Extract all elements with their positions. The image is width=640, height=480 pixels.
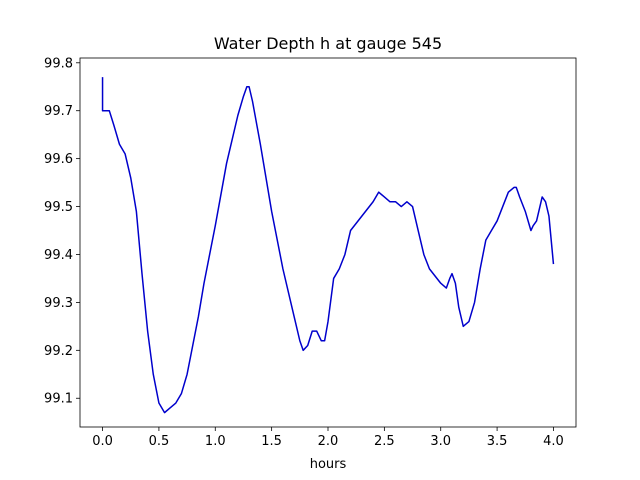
y-tick-label: 99.1: [44, 392, 73, 407]
chart-title: Water Depth h at gauge 545: [214, 34, 442, 53]
x-tick-label: 0.0: [92, 434, 113, 449]
plot-area: [79, 57, 577, 428]
x-tick-label: 3.0: [430, 434, 451, 449]
plot-frame: [79, 57, 577, 428]
x-tick-label: 1.5: [261, 434, 282, 449]
x-tick-label: 3.5: [487, 434, 508, 449]
x-axis: 0.0 0.5 1.0 1.5 2.0 2.5 3.0 3.5 4.0: [92, 427, 564, 449]
y-tick-label: 99.5: [44, 200, 73, 215]
y-tick-label: 99.3: [44, 296, 73, 311]
y-tick-label: 99.4: [44, 248, 73, 263]
y-tick-label: 99.8: [44, 56, 73, 71]
x-tick-label: 2.0: [318, 434, 339, 449]
x-tick-label: 2.5: [374, 434, 395, 449]
x-axis-label: hours: [310, 457, 347, 472]
x-tick-label: 4.0: [543, 434, 564, 449]
x-tick-label: 1.0: [205, 434, 226, 449]
y-tick-label: 99.7: [44, 104, 73, 119]
y-tick-label: 99.6: [44, 152, 73, 167]
y-tick-label: 99.2: [44, 344, 73, 359]
series-line-1: [101, 77, 555, 414]
x-tick-label: 0.5: [149, 434, 170, 449]
y-axis: 99.1 99.2 99.3 99.4 99.5 99.6 99.7 99.8: [44, 56, 80, 407]
